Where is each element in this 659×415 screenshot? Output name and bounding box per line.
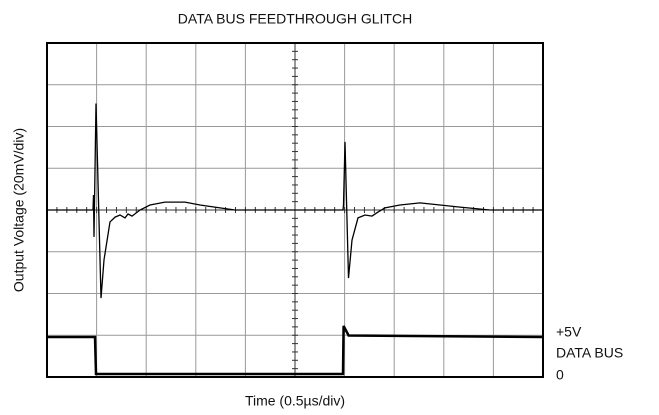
series-line: [47, 103, 543, 299]
series-line: [47, 325, 544, 376]
x-axis-label: Time (0.5µs/div): [245, 393, 345, 409]
chart-title: DATA BUS FEEDTHROUGH GLITCH: [178, 11, 412, 27]
y-axis-label: Output Voltage (20mV/div): [11, 128, 27, 292]
y2-axis-label: DATA BUS: [556, 345, 623, 361]
y2-tick-label: +5V: [556, 324, 582, 340]
y2-tick-label: 0: [556, 367, 564, 383]
